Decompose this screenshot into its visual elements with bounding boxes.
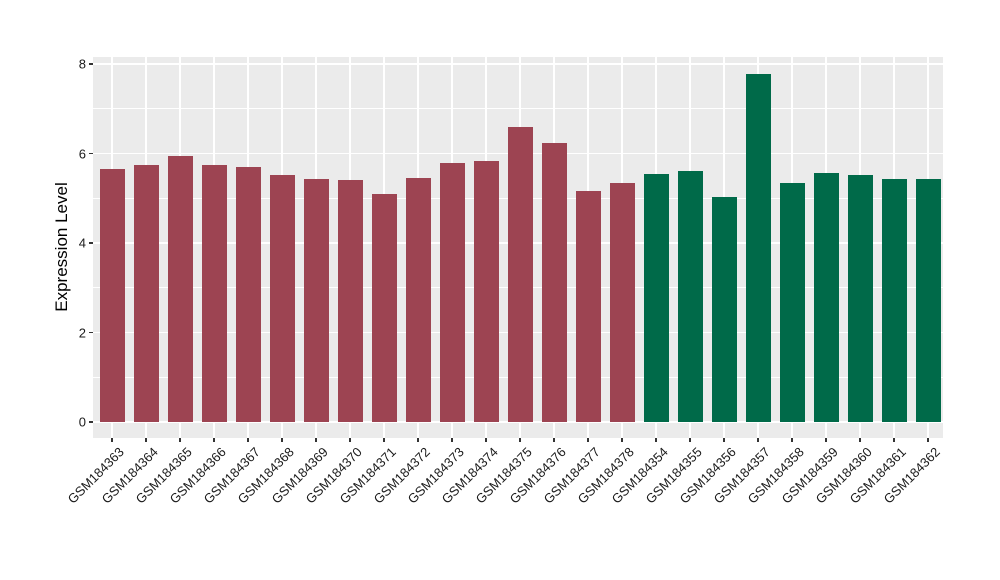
bar-GSM184362 [915,179,941,422]
x-tick-mark [689,438,691,442]
x-tick-mark [451,438,453,442]
bar-GSM184359 [813,172,839,422]
major-gridline [93,63,943,65]
y-tick-mark [89,421,93,423]
x-tick-mark [927,438,929,442]
bar-GSM184357 [745,73,771,422]
x-tick-mark [655,438,657,442]
x-tick-mark [587,438,589,442]
bar-GSM184355 [677,171,703,422]
bar-GSM184377 [575,190,601,422]
x-tick-mark [349,438,351,442]
y-tick-label: 6 [78,146,86,161]
bar-GSM184375 [507,127,533,422]
x-tick-mark [893,438,895,442]
major-gridline [93,421,943,423]
bar-GSM184361 [881,179,907,422]
x-tick-mark [417,438,419,442]
x-tick-mark [281,438,283,442]
x-tick-mark [723,438,725,442]
bar-GSM184368 [269,174,295,422]
plot-panel [93,57,943,438]
x-tick-mark [111,438,113,442]
y-tick-mark [89,152,93,155]
bar-GSM184369 [303,178,329,422]
x-tick-mark [791,438,793,442]
y-tick-mark [89,242,93,244]
bar-GSM184364 [133,165,159,422]
x-tick-mark [825,438,827,442]
bar-GSM184367 [235,166,261,422]
x-tick-mark [383,438,385,442]
bar-GSM184354 [643,173,669,422]
bar-GSM184356 [711,196,737,422]
x-tick-mark [213,438,215,442]
x-tick-mark [757,438,759,442]
bar-GSM184366 [201,165,227,422]
y-tick-label: 2 [78,325,86,340]
bar-GSM184371 [371,193,397,422]
x-tick-mark [145,438,147,442]
x-tick-mark [621,438,623,442]
bar-GSM184373 [439,163,465,422]
bar-GSM184372 [405,177,431,422]
bar-GSM184374 [473,161,499,422]
bar-GSM184363 [99,169,125,422]
x-tick-mark [859,438,861,442]
x-tick-mark [553,438,555,442]
x-tick-mark [315,438,317,442]
bar-GSM184360 [847,174,873,422]
y-tick-label: 4 [78,235,86,251]
y-tick-label: 8 [78,56,86,72]
y-tick-label: 0 [78,414,86,430]
x-tick-mark [485,438,487,442]
x-tick-mark [179,438,181,442]
bar-GSM184358 [779,183,805,422]
bar-GSM184376 [541,142,567,422]
bar-GSM184378 [609,183,635,422]
x-tick-mark [247,438,249,442]
x-tick-mark [519,438,521,442]
y-tick-mark [89,63,93,65]
minor-gridline [93,108,943,110]
y-tick-mark [89,331,93,334]
bar-GSM184365 [167,155,193,422]
bar-GSM184370 [337,180,363,422]
